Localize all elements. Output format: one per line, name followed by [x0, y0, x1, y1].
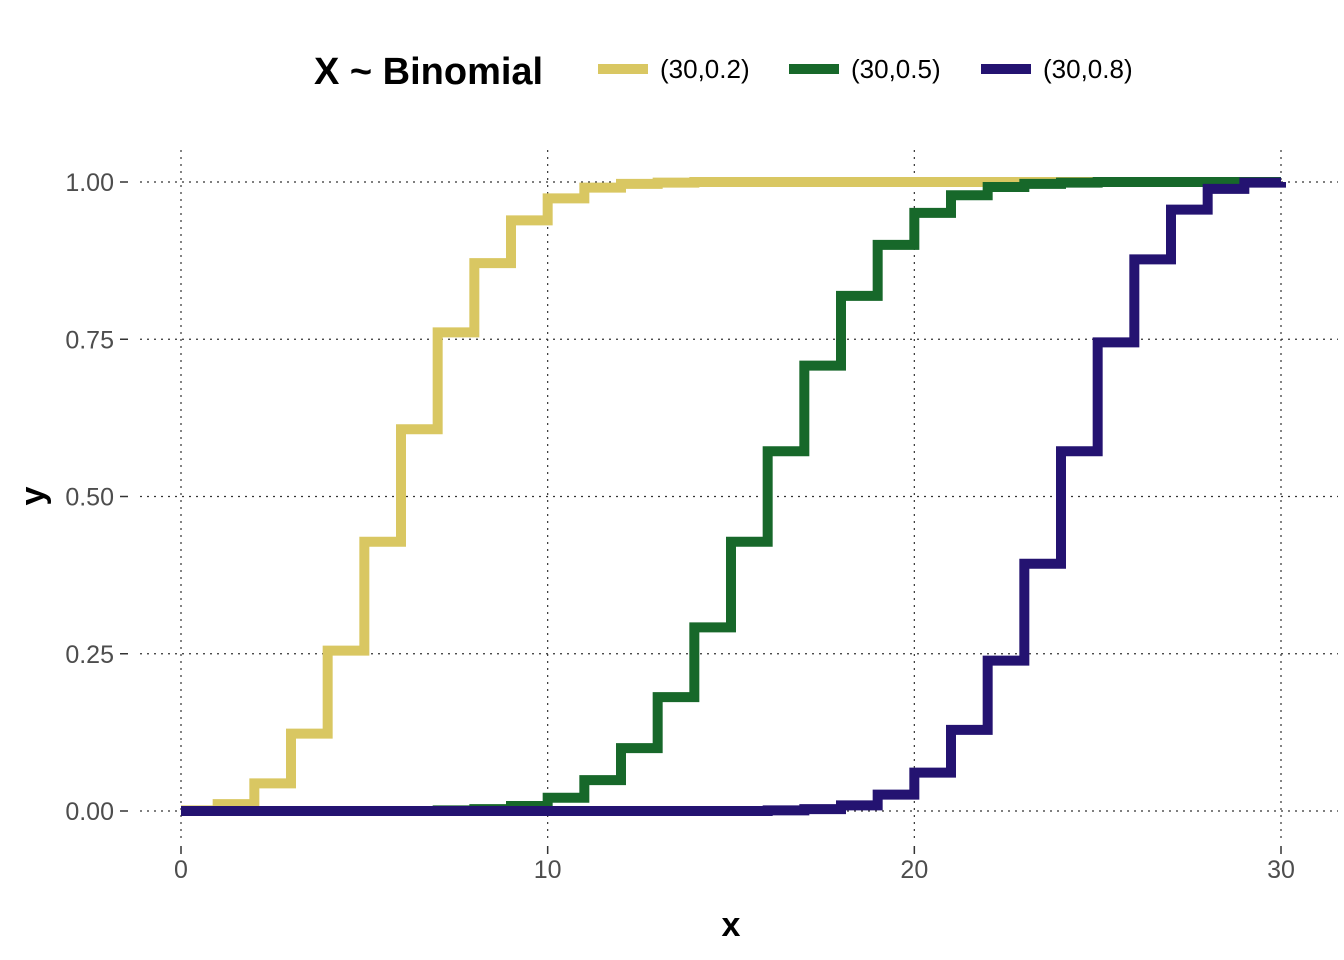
- y-tick-label: 0.50: [65, 484, 114, 512]
- x-tick-label: 10: [534, 856, 562, 884]
- y-axis-title: y: [14, 486, 52, 505]
- x-tick-label: 30: [1267, 856, 1295, 884]
- legend-title: X ~ Binomial: [314, 51, 543, 93]
- series-line: [181, 177, 1281, 816]
- y-tick-label: 0.25: [65, 641, 114, 669]
- grid: [140, 150, 1338, 840]
- x-tick-label: 0: [174, 856, 188, 884]
- y-tick-label: 0.00: [65, 798, 114, 826]
- y-tick-label: 1.00: [65, 169, 114, 197]
- x-axis-title: x: [722, 906, 741, 944]
- legend-label: (30,0.5): [851, 54, 941, 84]
- legend: X ~ Binomial (30,0.2) (30,0.5) (30,0.8): [314, 51, 1133, 93]
- y-tick-label: 0.75: [65, 326, 114, 354]
- series-line: [181, 177, 1286, 816]
- legend-label: (30,0.2): [660, 54, 750, 84]
- series-lines: [181, 177, 1286, 816]
- x-tick-label: 20: [900, 856, 928, 884]
- legend-label: (30,0.8): [1043, 54, 1133, 84]
- axes: 0.00 0.25 0.50 0.75 1.00 0 10 20 30: [65, 169, 1295, 884]
- series-line: [181, 177, 1281, 816]
